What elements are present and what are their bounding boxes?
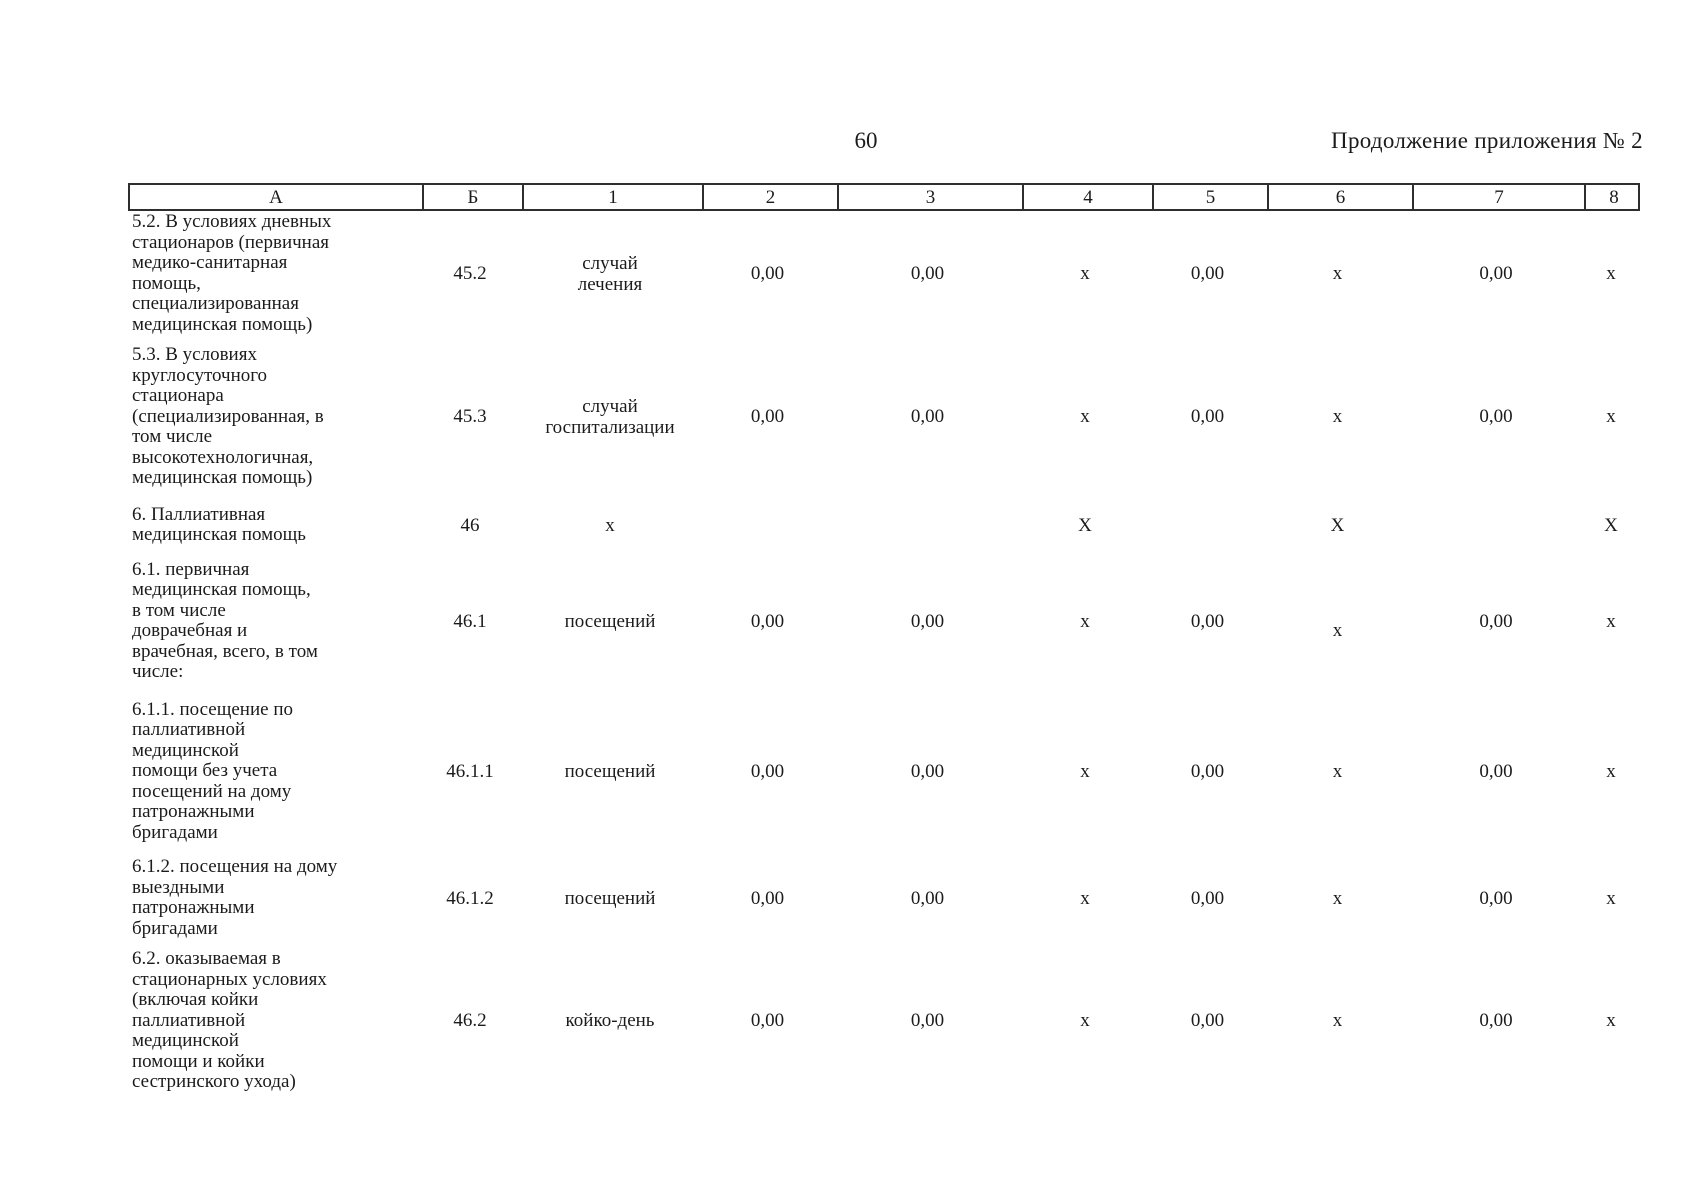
table-row: 6.1.2. посещения на дому выездными патро… (128, 856, 1640, 939)
row-value-col-2: 0,00 (750, 610, 785, 632)
row-value-col-4: х (1080, 610, 1090, 632)
row-unit: посещений (564, 887, 656, 909)
row-value-col-8: Х (1604, 514, 1618, 536)
row-value-col-7: 0,00 (1479, 263, 1513, 284)
row-value-col-4: х (1080, 406, 1090, 428)
row-value-col-3: 0,00 (910, 887, 945, 909)
column-header-5: 5 (1152, 185, 1267, 209)
row-value-col-8: х (1606, 887, 1616, 909)
row-value-col-4: х (1080, 887, 1090, 909)
row-line-code: 46.1.2 (446, 887, 494, 909)
row-value-col-2: 0,00 (750, 760, 785, 782)
row-value-col-3: 0,00 (910, 610, 945, 632)
row-unit: посещений (564, 760, 656, 782)
row-value-col-8: х (1606, 610, 1616, 632)
column-header-6: 6 (1267, 185, 1412, 209)
table-row: 6.1.1. посещение по паллиативной медицин… (128, 698, 1640, 844)
row-line-code: 45.3 (453, 406, 487, 428)
column-header-8: 8 (1584, 185, 1642, 209)
row-value-col-6: х (1332, 1010, 1343, 1032)
row-value-col-5: 0,00 (1190, 610, 1225, 632)
table-row: 5.2. В условиях дневных стационаров (пер… (128, 211, 1640, 335)
row-value-col-2: 0,00 (750, 1010, 785, 1032)
row-value-col-7: 0,00 (1479, 406, 1513, 428)
row-line-code: 46 (460, 514, 480, 536)
row-value-col-6: х (1332, 887, 1343, 909)
row-value-col-4: х (1080, 263, 1090, 284)
row-value-col-2: 0,00 (750, 406, 785, 428)
row-value-col-8: х (1606, 406, 1616, 428)
row-line-code: 46.2 (453, 1010, 487, 1032)
row-line-code: 46.1 (453, 610, 487, 632)
row-value-col-4: Х (1078, 514, 1092, 536)
row-line-code: 45.2 (453, 263, 487, 284)
row-value-col-7: 0,00 (1479, 760, 1513, 782)
column-header-А: А (269, 186, 283, 208)
row-value-col-2: 0,00 (750, 887, 785, 909)
row-value-col-8: х (1606, 263, 1616, 284)
row-value-col-5: 0,00 (1190, 1010, 1225, 1032)
row-value-col-2: 0,00 (750, 263, 785, 284)
row-value-col-7: 0,00 (1479, 887, 1513, 909)
row-line-code: 46.1.1 (446, 760, 494, 782)
row-value-col-5: 0,00 (1190, 760, 1225, 782)
row-value-col-3: 0,00 (910, 263, 945, 284)
row-value-col-6: х (1332, 760, 1343, 782)
row-value-col-5: 0,00 (1190, 887, 1225, 909)
row-indicator: 6.1.1. посещение по паллиативной медицин… (132, 698, 293, 843)
row-value-col-3: 0,00 (910, 1010, 945, 1032)
column-header-4: 4 (1022, 185, 1152, 209)
row-unit: койко-день (565, 1010, 655, 1032)
table-row: 6. Паллиативная медицинская помощь 46 х Х Х Х (128, 503, 1640, 546)
appendix-continuation-label: Продолжение приложения № 2 (1331, 128, 1643, 153)
column-header-7: 7 (1412, 185, 1584, 209)
row-value-col-8: х (1606, 760, 1616, 782)
row-value-col-8: х (1606, 1010, 1616, 1032)
row-indicator: 6.2. оказываемая в стационарных условиях… (132, 948, 327, 1092)
row-value-col-3: 0,00 (910, 760, 945, 782)
row-value-col-6: х (1332, 619, 1343, 641)
row-indicator: 6.1.2. посещения на дому выездными патро… (132, 856, 338, 939)
row-value-col-7: 0,00 (1479, 1010, 1513, 1032)
table-row: 6.2. оказываемая в стационарных условиях… (128, 948, 1640, 1093)
column-header-1: 1 (522, 185, 702, 209)
row-value-col-6: Х (1330, 514, 1345, 536)
row-value-col-4: х (1080, 1010, 1090, 1032)
column-header-3: 3 (837, 185, 1022, 209)
row-value-col-6: х (1332, 406, 1343, 428)
row-unit: случай лечения (577, 252, 643, 295)
row-unit: х (605, 514, 615, 536)
row-value-col-6: х (1332, 263, 1343, 284)
row-unit: случай госпитализации (545, 395, 675, 438)
column-header-2: 2 (702, 185, 837, 209)
row-indicator: 5.3. В условиях круглосуточного стациона… (132, 344, 324, 488)
column-header-Б: Б (422, 185, 522, 209)
row-value-col-3: 0,00 (910, 406, 945, 428)
table-body: 5.2. В условиях дневных стационаров (пер… (128, 211, 1640, 1093)
table-row: 6.1. первичная медицинская помощь, в том… (128, 558, 1640, 683)
page-number: 60 (854, 128, 878, 153)
row-value-col-4: х (1080, 760, 1090, 782)
row-value-col-5: 0,00 (1190, 406, 1225, 428)
table-row: 5.3. В условиях круглосуточного стациона… (128, 344, 1640, 489)
row-indicator: 5.2. В условиях дневных стационаров (пер… (132, 211, 332, 335)
row-unit: посещений (564, 610, 656, 632)
row-value-col-5: 0,00 (1190, 263, 1225, 284)
row-value-col-7: 0,00 (1479, 610, 1513, 632)
row-indicator: 6. Паллиативная медицинская помощь (132, 503, 306, 545)
row-indicator: 6.1. первичная медицинская помощь, в том… (132, 558, 318, 682)
